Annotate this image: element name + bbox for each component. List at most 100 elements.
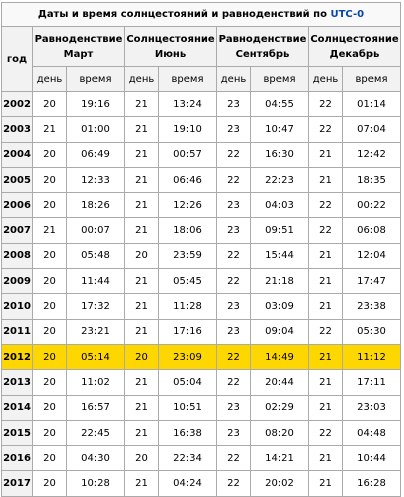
day-cell: 23 xyxy=(216,293,251,320)
day-cell: 20 xyxy=(32,394,67,421)
time-cell: 04:24 xyxy=(158,470,217,497)
season-month: Март xyxy=(63,48,94,60)
table-body: 2002 20 19:16 21 13:24 23 04:55 22 01:14 2003 21 01… xyxy=(1,90,401,497)
day-header: день xyxy=(216,66,251,92)
season-type: Равноденствие xyxy=(218,33,307,45)
year-cell: 2017 xyxy=(1,470,33,497)
subheader-row: день время день время день время день вр… xyxy=(2,66,401,92)
time-cell: 08:20 xyxy=(250,419,309,447)
day-cell: 20 xyxy=(32,318,67,345)
time-cell: 14:21 xyxy=(250,445,309,472)
day-cell: 21 xyxy=(124,394,159,421)
time-cell: 19:16 xyxy=(66,90,125,118)
time-header: время xyxy=(342,66,401,92)
year-cell: 2013 xyxy=(1,369,33,396)
time-cell: 14:49 xyxy=(250,343,309,371)
day-cell: 21 xyxy=(308,166,343,194)
day-cell: 22 xyxy=(308,318,343,345)
time-cell: 22:34 xyxy=(158,445,217,472)
caption-text: Даты и время солнцестояний и равноденств… xyxy=(37,9,327,20)
time-cell: 07:04 xyxy=(342,116,401,143)
day-cell: 20 xyxy=(32,141,67,168)
time-header: время xyxy=(66,66,125,92)
day-cell: 21 xyxy=(124,116,159,143)
time-cell: 01:00 xyxy=(66,116,125,143)
time-cell: 23:09 xyxy=(158,343,217,371)
time-cell: 16:28 xyxy=(342,470,401,497)
june-solstice-header: Солнцестояние Июнь xyxy=(124,26,217,67)
march-equinox-header: Равноденствие Март xyxy=(32,26,125,67)
time-cell: 13:24 xyxy=(158,90,217,118)
time-cell: 05:04 xyxy=(158,369,217,396)
time-cell: 17:11 xyxy=(342,369,401,396)
day-cell: 21 xyxy=(124,293,159,320)
season-month: Сентябрь xyxy=(235,48,290,60)
table-row: 2008 20 05:48 20 23:59 22 15:44 21 12:04 xyxy=(1,242,401,270)
day-cell: 21 xyxy=(32,217,67,244)
time-cell: 00:07 xyxy=(66,217,125,244)
day-cell: 21 xyxy=(124,318,159,345)
season-month: Июнь xyxy=(154,48,187,60)
day-cell: 22 xyxy=(308,192,343,219)
time-header: время xyxy=(158,66,217,92)
table-caption: Даты и время солнцестояний и равноденств… xyxy=(1,2,401,26)
day-cell: 20 xyxy=(32,268,67,295)
day-cell: 21 xyxy=(124,141,159,168)
day-cell: 22 xyxy=(216,470,251,497)
table-row: 2007 21 00:07 21 18:06 23 09:51 22 06:08 xyxy=(1,217,401,244)
time-cell: 23:03 xyxy=(342,394,401,421)
day-cell: 21 xyxy=(124,90,159,118)
day-cell: 21 xyxy=(124,192,159,219)
time-cell: 12:42 xyxy=(342,141,401,168)
day-cell: 22 xyxy=(216,141,251,168)
year-cell: 2007 xyxy=(1,217,33,244)
table-row: 2017 20 10:28 21 04:24 22 20:02 21 16:28 xyxy=(1,470,401,497)
day-cell: 20 xyxy=(124,343,159,371)
time-cell: 16:30 xyxy=(250,141,309,168)
year-cell: 2015 xyxy=(1,419,33,447)
day-cell: 22 xyxy=(216,445,251,472)
time-cell: 11:44 xyxy=(66,268,125,295)
day-cell: 20 xyxy=(32,343,67,371)
day-cell: 21 xyxy=(124,470,159,497)
time-cell: 04:03 xyxy=(250,192,309,219)
day-header: день xyxy=(308,66,343,92)
time-cell: 05:48 xyxy=(66,242,125,270)
day-cell: 20 xyxy=(32,470,67,497)
time-cell: 17:32 xyxy=(66,293,125,320)
day-cell: 22 xyxy=(216,268,251,295)
season-type: Равноденствие xyxy=(34,33,123,45)
time-cell: 04:30 xyxy=(66,445,125,472)
day-cell: 22 xyxy=(216,369,251,396)
table-row: 2010 20 17:32 21 11:28 23 03:09 21 23:38 xyxy=(1,293,401,320)
day-cell: 21 xyxy=(308,268,343,295)
day-cell: 23 xyxy=(216,90,251,118)
year-cell: 2004 xyxy=(1,141,33,168)
day-cell: 23 xyxy=(216,394,251,421)
year-cell: 2010 xyxy=(1,293,33,320)
table-row: 2003 21 01:00 21 19:10 23 10:47 22 07:04 xyxy=(1,116,401,143)
december-solstice-header: Солнцестояние Декабрь xyxy=(308,26,401,67)
day-cell: 20 xyxy=(32,445,67,472)
day-cell: 21 xyxy=(308,369,343,396)
table-row: 2015 20 22:45 21 16:38 23 08:20 22 04:48 xyxy=(1,419,401,447)
september-equinox-header: Равноденствие Сентябрь xyxy=(216,26,309,67)
day-cell: 21 xyxy=(124,419,159,447)
time-cell: 09:51 xyxy=(250,217,309,244)
time-cell: 23:21 xyxy=(66,318,125,345)
day-cell: 21 xyxy=(308,343,343,371)
day-cell: 20 xyxy=(124,445,159,472)
day-cell: 21 xyxy=(308,293,343,320)
utc-link[interactable]: UTC-0 xyxy=(330,9,365,20)
time-cell: 19:10 xyxy=(158,116,217,143)
time-cell: 11:28 xyxy=(158,293,217,320)
time-header: время xyxy=(250,66,309,92)
day-cell: 21 xyxy=(308,242,343,270)
day-cell: 21 xyxy=(308,394,343,421)
day-cell: 21 xyxy=(32,116,67,143)
time-cell: 10:47 xyxy=(250,116,309,143)
time-cell: 23:59 xyxy=(158,242,217,270)
day-cell: 21 xyxy=(124,166,159,194)
time-cell: 23:38 xyxy=(342,293,401,320)
